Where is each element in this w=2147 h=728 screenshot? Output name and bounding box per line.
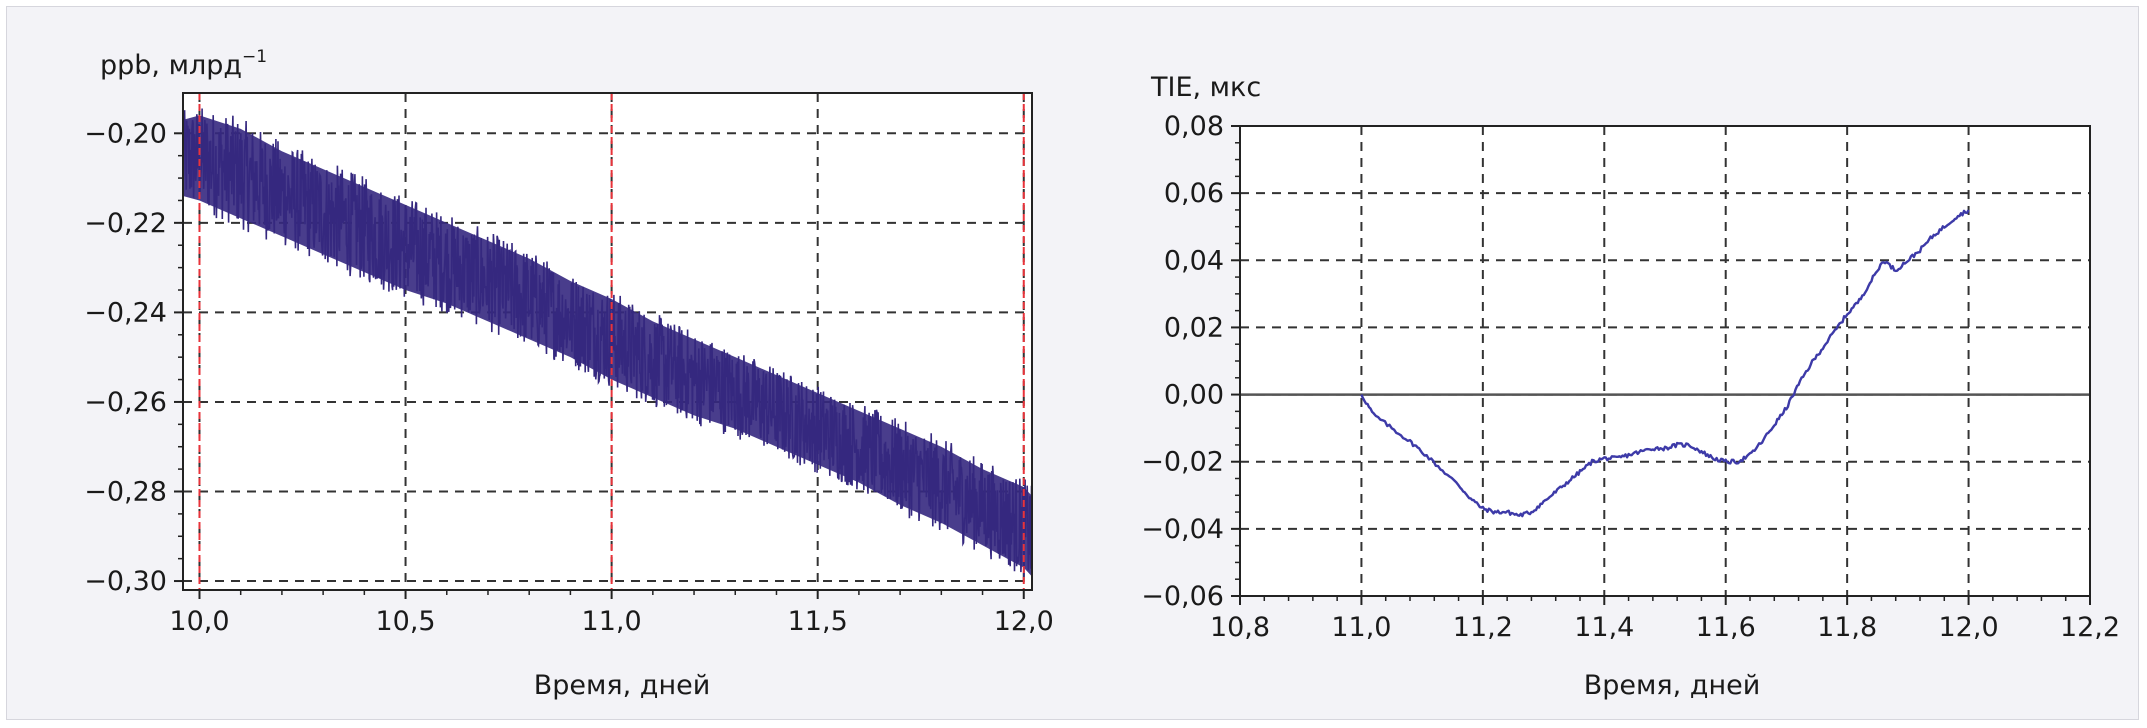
tick-label-y: −0,04 — [1141, 514, 1224, 545]
series-tie — [1360, 209, 1970, 518]
ppb-trace — [183, 108, 1032, 577]
chart-tie: 10,8 11,0 11,2 11,4 11,6 11,8 12,0 12,2 0,08 0,06… — [1141, 72, 2120, 701]
tick-label-x: 11,0 — [582, 606, 642, 637]
series-ppb — [183, 108, 1032, 577]
tick-label-x: 10,8 — [1210, 612, 1270, 643]
tie-trace — [1360, 209, 1970, 518]
tick-label-x: 10,5 — [375, 606, 435, 637]
tick-label-y: −0,22 — [84, 208, 167, 239]
xlabel-tie: Время, дней — [1584, 670, 1761, 701]
tick-labels-tie: 10,8 11,0 11,2 11,4 11,6 11,8 12,0 12,2 0,08 0,06… — [1141, 111, 2120, 643]
tick-label-x: 10,0 — [169, 606, 229, 637]
tick-label-y: 0,04 — [1164, 245, 1224, 276]
plot-border-ppb — [182, 92, 1033, 591]
tick-labels-ppb: 10,0 10,5 11,0 11,5 12,0 −0,20 −0,22 −0,24 −0,26… — [84, 118, 1054, 637]
tick-label-y: −0,30 — [84, 566, 167, 597]
tick-label-x: 12,0 — [1939, 612, 1999, 643]
tick-label-x: 11,2 — [1453, 612, 1513, 643]
tick-label-x: 11,8 — [1817, 612, 1877, 643]
tick-label-y: −0,06 — [1141, 581, 1224, 612]
red-markers-ppb — [198, 93, 1025, 590]
tick-label-y: 0,02 — [1164, 312, 1224, 343]
ticks-tie — [1231, 125, 2091, 605]
ylabel-ppb: ppb, млрд−1 — [100, 47, 267, 81]
tick-label-x: 11,5 — [788, 606, 848, 637]
tick-label-x: 11,0 — [1331, 612, 1391, 643]
tick-label-y: −0,24 — [84, 297, 167, 328]
tick-label-y: −0,20 — [84, 118, 167, 149]
tick-label-y: −0,26 — [84, 387, 167, 418]
tick-label-y: −0,28 — [84, 476, 167, 507]
tick-label-x: 11,6 — [1696, 612, 1756, 643]
tick-label-y: 0,00 — [1164, 380, 1224, 411]
chart-ppb: 10,0 10,5 11,0 11,5 12,0 −0,20 −0,22 −0,24 −0,26… — [84, 47, 1054, 701]
tick-label-y: 0,06 — [1164, 178, 1224, 209]
plot-area-tie — [1240, 126, 2090, 596]
tick-label-y: 0,08 — [1164, 111, 1224, 142]
tick-label-x: 12,2 — [2060, 612, 2120, 643]
tick-label-y: −0,02 — [1141, 447, 1224, 478]
xlabel-ppb: Время, дней — [534, 670, 711, 701]
tick-label-x: 11,4 — [1574, 612, 1634, 643]
ylabel-tie: TIE, мкс — [1150, 72, 1261, 103]
ticks-ppb — [174, 132, 1025, 599]
tick-label-x: 12,0 — [994, 606, 1054, 637]
